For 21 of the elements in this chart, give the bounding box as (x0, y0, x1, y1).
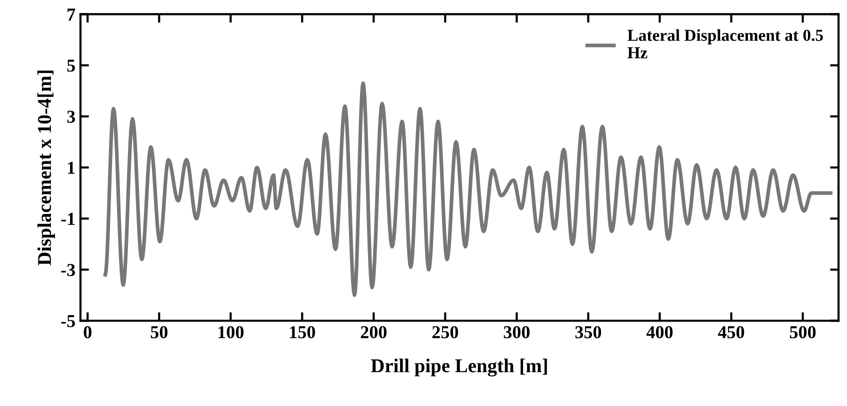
y-tick-label: -1 (61, 212, 75, 225)
y-tick-label: 7 (68, 8, 76, 20)
x-tick-label: 400 (646, 326, 673, 338)
y-tick-label: 5 (67, 60, 75, 72)
x-tick-label: 350 (575, 326, 602, 338)
y-tick-label: -3 (61, 264, 75, 276)
x-tick-label: 300 (504, 326, 530, 338)
x-tick-label: 500 (790, 326, 816, 338)
x-tick-label: 50 (150, 326, 168, 338)
legend-label: Lateral Displacement at 0.5 Hz (628, 29, 823, 58)
x-tick-label: 100 (218, 326, 244, 338)
x-axis-title: Drill pipe Length [m] (370, 358, 547, 376)
x-tick-label: 0 (84, 326, 92, 338)
y-tick-label: 3 (67, 110, 75, 123)
x-tick-label: 450 (718, 326, 744, 338)
y-tick-label: 1 (68, 162, 75, 174)
x-tick-label: 200 (360, 326, 387, 338)
y-tick-label: -5 (61, 315, 75, 328)
y-axis-title: Displacement x 10-4[m] (37, 70, 56, 266)
x-tick-label: 250 (432, 326, 458, 338)
x-tick-label: 150 (290, 326, 316, 338)
